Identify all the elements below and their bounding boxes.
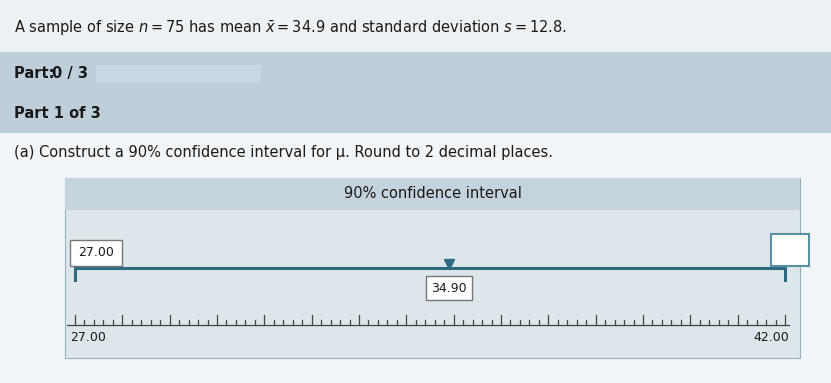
Text: 27.00: 27.00 xyxy=(70,331,106,344)
Bar xyxy=(0,133,831,383)
Bar xyxy=(65,178,800,210)
Text: A sample of size $n=75$ has mean $\bar{x}=34.9$ and standard deviation $s=12.8$.: A sample of size $n=75$ has mean $\bar{x… xyxy=(14,18,567,38)
Bar xyxy=(0,95,831,133)
Text: 0 / 3: 0 / 3 xyxy=(52,66,88,81)
Bar xyxy=(65,178,800,358)
Text: 34.90: 34.90 xyxy=(431,282,467,295)
Text: 27.00: 27.00 xyxy=(78,247,114,260)
Bar xyxy=(426,276,472,300)
Bar xyxy=(771,234,809,266)
Text: (a) Construct a 90% confidence interval for μ. Round to 2 decimal places.: (a) Construct a 90% confidence interval … xyxy=(14,144,553,159)
Bar xyxy=(70,240,122,266)
Text: 90% confidence interval: 90% confidence interval xyxy=(343,187,521,201)
Text: Part 1 of 3: Part 1 of 3 xyxy=(14,106,101,121)
Bar xyxy=(96,64,261,82)
Bar xyxy=(0,52,831,95)
Text: 42.00: 42.00 xyxy=(753,331,789,344)
Bar xyxy=(0,0,831,52)
Text: Part:: Part: xyxy=(14,66,60,81)
